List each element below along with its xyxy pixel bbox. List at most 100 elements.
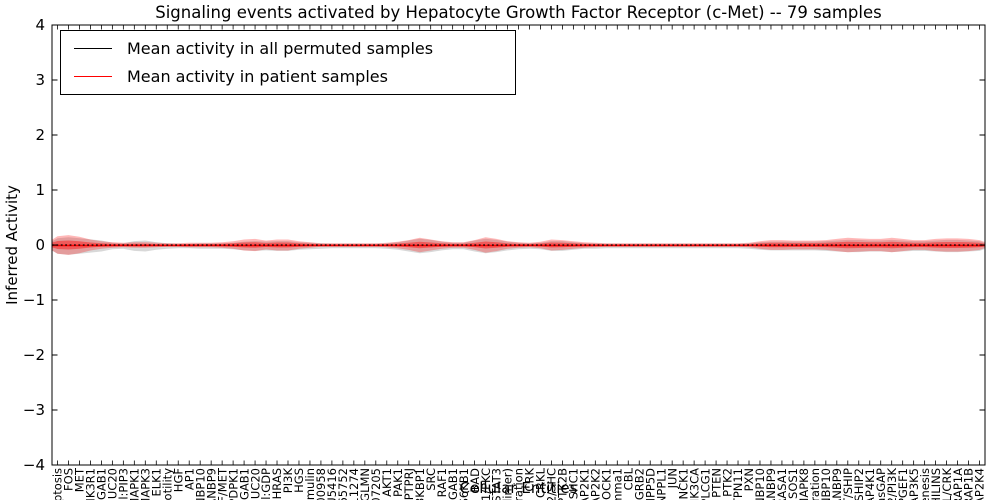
x-category-label: GLMN [358, 468, 372, 500]
x-category-label: cell motility [160, 468, 174, 500]
x-category-label: HGS [292, 468, 306, 493]
x-category-label: ELK1 [149, 468, 163, 497]
x-category-label: BAD [468, 468, 482, 493]
x-category-label: GAB1/CRKL/SHP2/PI3K [885, 468, 899, 500]
x-category-label: MET/MUC20 [106, 468, 120, 500]
x-category-label: GO:0007205 [369, 468, 383, 500]
x-category-label: RAF1 [435, 468, 449, 497]
x-category-label: CBL [621, 467, 635, 490]
x-category-label: PTPRJ [402, 468, 416, 500]
x-category-label: GRB2/SHC [545, 468, 559, 500]
y-tick-label: 4 [35, 16, 45, 34]
legend-item-patient: Mean activity in patient samples [61, 67, 515, 86]
x-axis-label: Cellular Entities [459, 479, 578, 497]
x-category-label: cell morphogenesis [918, 468, 932, 500]
x-category-label: MAP2K1 [578, 468, 592, 500]
y-tick-label: 0 [35, 236, 45, 254]
x-category-label: PIK3CA [687, 468, 701, 500]
y-tick-label: −2 [23, 346, 45, 364]
x-category-label: HGF/MET/RANBP10 [819, 468, 833, 500]
x-category-label: HGF/MET/CIN85/CBL/ENDOPHILINS [929, 468, 943, 500]
x-category-label: INPP5D [643, 468, 657, 500]
x-category-label: MET/RANBP9 [204, 468, 218, 500]
y-tick-label: 1 [35, 181, 45, 199]
x-category-label: HGF [171, 468, 185, 492]
x-category-label: GAB1 [446, 468, 460, 500]
x-category-label: RAP1A [951, 468, 965, 500]
x-category-label: apoptosis [51, 468, 65, 500]
x-category-label: MAP2K2 [589, 468, 603, 500]
y-tick-label: −3 [23, 401, 45, 419]
y-axis-label: Inferred Activity [3, 185, 21, 305]
x-category-label: MET/RANBP10 [193, 468, 207, 500]
y-tick-label: 2 [35, 126, 45, 144]
x-category-label: DOCK1 [600, 468, 614, 500]
x-category-label: SH3KBP1 [413, 468, 427, 500]
x-category-label: RPS6KB1 [457, 468, 471, 500]
legend-label-permuted: Mean activity in all permuted samples [127, 39, 434, 59]
x-category-label: CRK [523, 468, 537, 492]
x-category-label: MAP2K4 [973, 468, 987, 500]
x-category-label: INPPL1 [654, 468, 668, 500]
x-category-label: RASA1 [775, 468, 789, 500]
x-category-label: RAPGEF1 [896, 468, 910, 500]
x-category-label: FOS [62, 468, 76, 491]
x-category-label: HGF/MET/RANBP9 [830, 468, 844, 500]
x-category-label: MET/Glomulin [303, 468, 317, 500]
x-category-label: PTK2 [720, 468, 734, 497]
x-category-label: MAP4K1 [863, 468, 877, 500]
x-category-label: HGF/MET/Paxillin/FAK1/FAK12/RasGAP [874, 468, 888, 500]
x-category-label: EntrezGene:200958 [314, 468, 328, 500]
x-category-label: PAK1 [391, 468, 405, 497]
x-category-label: mol:SU11274 [347, 468, 361, 500]
x-category-label: mol:PHA665752 [336, 468, 350, 500]
patient-line-sample [74, 75, 112, 77]
legend-label-patient: Mean activity in patient samples [127, 66, 388, 86]
x-category-label: PTPN11 [731, 468, 745, 500]
x-category-label: MAP3K5 [907, 468, 921, 500]
x-category-label: SHP2/GRB2/SOS1/GAB1 [95, 468, 109, 500]
x-category-label: RANBP10 [753, 468, 767, 500]
x-category-label: STAT3 (dimer) [501, 468, 515, 500]
y-tick-label: −4 [23, 456, 45, 474]
x-category-label: MAPK3 [139, 468, 153, 500]
x-category-label: JUN [665, 468, 679, 489]
x-category-label: HGF/MET [215, 467, 229, 500]
legend-item-permuted: Mean activity in all permuted samples [61, 39, 515, 58]
x-category-label: PI3K [281, 468, 295, 494]
x-category-label: CBL/CRK [940, 468, 954, 500]
x-category-label: HGF/MET/MUC20 [248, 468, 262, 500]
x-category-label: NCK1 [676, 468, 690, 500]
x-category-label: GRB2 [632, 468, 646, 500]
x-category-label: MAPK1 [128, 468, 142, 500]
x-category-label: mol:SU5416 [325, 468, 339, 500]
x-category-label: SOS1 [786, 468, 800, 499]
x-category-label: PLCG1 [698, 468, 712, 500]
x-category-label: HGF/MET/SHIP [841, 468, 855, 500]
x-category-label: AP1 [182, 468, 196, 490]
x-category-label: HRAS [270, 468, 284, 499]
x-category-label: PTEN [709, 468, 723, 498]
y-tick-label: −1 [23, 291, 45, 309]
x-category-label: cell migration [512, 468, 526, 500]
x-category-label: STAT3 [490, 468, 504, 500]
x-category-label: SHC1 [567, 468, 581, 499]
x-category-label: CRKL [534, 467, 548, 498]
x-category-label: NCK/PLCgamma1 [610, 468, 624, 500]
x-category-label: PTK2B [556, 468, 570, 500]
permuted-line-sample [74, 48, 112, 50]
x-category-label: RANBP9 [764, 468, 778, 500]
x-category-label: PXN [742, 468, 756, 491]
x-category-label: PIK3R1 [84, 468, 98, 500]
x-category-label: PLCgamma1/PKC [479, 468, 493, 500]
x-category-label: cell proliferation [808, 468, 822, 500]
x-category-label: MET [73, 467, 87, 492]
legend-box: Mean activity in all permuted samples Me… [60, 30, 516, 95]
x-category-label: mol:GDP [259, 468, 273, 500]
x-category-label: SHP2/GRB2/SOS1GAB1 [237, 468, 251, 500]
chart-title: Signaling events activated by Hepatocyte… [155, 3, 882, 22]
x-category-label: MAPK8 [797, 468, 811, 500]
y-tick-label: 3 [35, 71, 45, 89]
